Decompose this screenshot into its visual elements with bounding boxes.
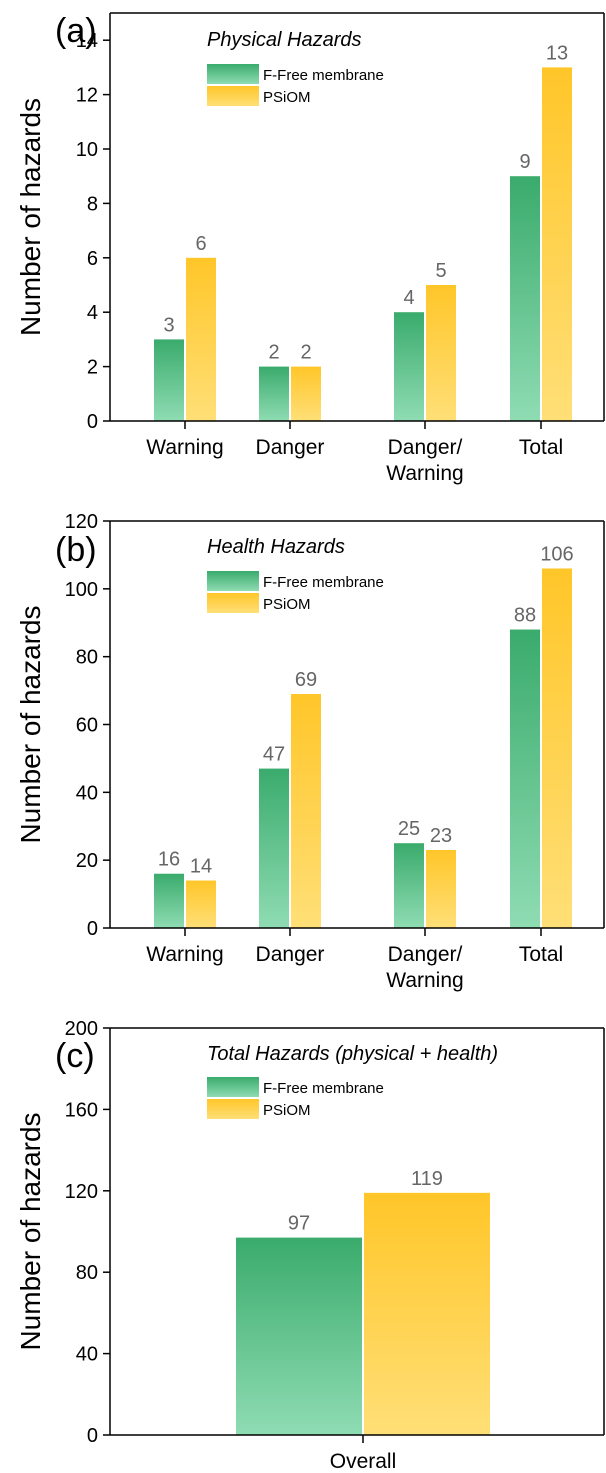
bar-ffree-3 xyxy=(394,843,424,928)
panel-label: (b) xyxy=(55,531,97,569)
chart-title: Physical Hazards xyxy=(207,29,362,51)
bar-psiom-1 xyxy=(364,1192,490,1435)
y-tick-label: 100 xyxy=(65,579,98,601)
data-label: 97 xyxy=(288,1213,310,1235)
data-label: 14 xyxy=(190,856,212,878)
y-tick-label: 6 xyxy=(87,248,98,270)
chart-title: Health Hazards xyxy=(207,536,345,558)
data-label: 106 xyxy=(540,543,573,565)
data-label: 47 xyxy=(263,744,285,766)
legend-label-ffree: F-Free membrane xyxy=(263,1080,384,1097)
y-tick-label: 40 xyxy=(76,1344,98,1366)
y-tick-label: 4 xyxy=(87,302,98,324)
y-axis-label: Number of hazards xyxy=(15,98,46,336)
bar-psiom-4 xyxy=(542,568,572,928)
data-label: 9 xyxy=(519,151,530,173)
data-label: 88 xyxy=(514,605,536,627)
bar-ffree-4 xyxy=(510,176,540,421)
y-tick-label: 80 xyxy=(76,647,98,669)
y-tick-label: 160 xyxy=(65,1099,98,1121)
bar-ffree-1 xyxy=(154,339,184,421)
y-tick-label: 0 xyxy=(87,411,98,433)
y-tick-label: 40 xyxy=(76,782,98,804)
data-label: 2 xyxy=(300,342,311,364)
bar-ffree-4 xyxy=(510,629,540,928)
y-tick-label: 20 xyxy=(76,850,98,872)
x-tick-label: Danger/ xyxy=(388,943,463,966)
data-label: 16 xyxy=(158,849,180,871)
y-tick-label: 200 xyxy=(65,1018,98,1040)
bar-psiom-4 xyxy=(542,67,572,422)
x-tick-label: Danger/ xyxy=(388,436,463,459)
bar-psiom-2 xyxy=(291,366,321,421)
x-tick-label: Total xyxy=(519,943,563,966)
y-tick-label: 60 xyxy=(76,715,98,737)
bar-psiom-1 xyxy=(186,880,216,928)
data-label: 13 xyxy=(546,42,568,64)
x-tick-label: Warning xyxy=(146,943,223,966)
panel-label: (c) xyxy=(55,1037,95,1075)
bar-ffree-3 xyxy=(394,312,424,421)
x-tick-label: Danger xyxy=(256,436,325,459)
legend-swatch-ffree xyxy=(207,571,259,591)
y-tick-label: 10 xyxy=(76,139,98,161)
chart-panel-3: 97 119 Overall 0 40 80 120 160 200 Number of haza… xyxy=(15,1018,605,1473)
bar-psiom-2 xyxy=(291,693,321,928)
y-tick-label: 80 xyxy=(76,1262,98,1284)
y-tick-label: 0 xyxy=(87,918,98,940)
legend-swatch-ffree xyxy=(207,64,259,84)
chart-panel-2: 16 14 Warning 47 69 Danger 25 23 Danger/Warning 8… xyxy=(15,511,605,992)
legend-label-psiom: PSiOM xyxy=(263,1102,311,1119)
y-tick-label: 14 xyxy=(76,30,98,52)
legend-swatch-psiom xyxy=(207,593,259,613)
y-axis-label: Number of hazards xyxy=(15,605,46,843)
y-tick-label: 2 xyxy=(87,357,98,379)
data-label: 23 xyxy=(430,825,452,847)
bar-ffree-2 xyxy=(259,768,289,928)
data-label: 2 xyxy=(268,342,279,364)
x-tick-label: Warning xyxy=(386,969,463,992)
bar-ffree-1 xyxy=(236,1237,362,1435)
data-label: 3 xyxy=(163,314,174,336)
legend-swatch-ffree xyxy=(207,1077,259,1097)
y-tick-label: 120 xyxy=(65,1181,98,1203)
x-tick-label: Warning xyxy=(146,436,223,459)
legend-label-psiom: PSiOM xyxy=(263,89,311,106)
x-tick-label: Danger xyxy=(256,943,325,966)
legend-label-ffree: F-Free membrane xyxy=(263,574,384,591)
data-label: 6 xyxy=(195,233,206,255)
data-label: 69 xyxy=(295,669,317,691)
y-tick-label: 0 xyxy=(87,1425,98,1447)
data-label: 4 xyxy=(403,287,414,309)
legend-swatch-psiom xyxy=(207,1099,259,1119)
y-tick-label: 8 xyxy=(87,193,98,215)
bar-ffree-2 xyxy=(259,366,289,421)
bar-psiom-1 xyxy=(186,257,216,421)
bar-ffree-1 xyxy=(154,873,184,928)
y-axis-label: Number of hazards xyxy=(15,1112,46,1350)
bar-psiom-3 xyxy=(426,285,456,421)
legend-label-ffree: F-Free membrane xyxy=(263,67,384,84)
y-tick-label: 12 xyxy=(76,85,98,107)
legend-label-psiom: PSiOM xyxy=(263,596,311,613)
data-label: 5 xyxy=(435,260,446,282)
legend-swatch-psiom xyxy=(207,86,259,106)
data-label: 119 xyxy=(411,1168,443,1190)
panel-label: (a) xyxy=(55,12,97,50)
data-label: 25 xyxy=(398,818,420,840)
y-tick-label: 120 xyxy=(65,511,98,533)
chart-title: Total Hazards (physical + health) xyxy=(207,1043,498,1065)
x-tick-label: Warning xyxy=(386,462,463,485)
bar-psiom-3 xyxy=(426,849,456,928)
x-tick-label: Total xyxy=(519,436,563,459)
x-tick-label: Overall xyxy=(330,1450,397,1473)
